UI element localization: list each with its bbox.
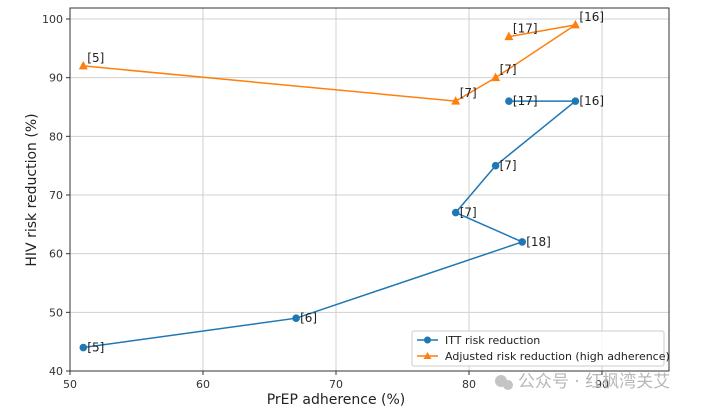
y-tick-label: 70 bbox=[49, 189, 63, 202]
data-point bbox=[78, 60, 88, 70]
series-line-0 bbox=[83, 100, 578, 349]
watermark: 公众号 · 红枫湾关艾 bbox=[495, 372, 670, 392]
data-point bbox=[491, 161, 500, 170]
legend-box bbox=[411, 330, 665, 367]
data-label: [5] bbox=[87, 341, 104, 355]
data-point bbox=[505, 97, 513, 105]
x-axis-label: PrEP adherence (%) bbox=[267, 392, 406, 408]
x-tick-label: 70 bbox=[329, 378, 343, 391]
data-point bbox=[79, 343, 88, 352]
data-point bbox=[451, 96, 461, 105]
series: [5] [6] [18] [7] [7] [16] [17] [5] [7] [7] [16] [17… bbox=[78, 10, 604, 355]
data-point bbox=[491, 72, 501, 82]
watermark-text: 公众号 · 红枫湾关艾 bbox=[518, 372, 670, 392]
plot-frame bbox=[69, 7, 670, 372]
y-tick-label: 50 bbox=[49, 306, 63, 319]
wechat-icon-bubble bbox=[503, 380, 513, 390]
y-tick-label: 60 bbox=[49, 248, 63, 261]
data-label: [5] bbox=[87, 51, 104, 65]
data-point bbox=[292, 314, 300, 323]
data-label: [6] bbox=[300, 311, 317, 325]
data-label: [7] bbox=[500, 159, 517, 173]
legend-adjusted-marker bbox=[423, 352, 432, 359]
data-point bbox=[451, 208, 460, 217]
x-tick-label: 90 bbox=[595, 378, 609, 391]
data-label: [18] bbox=[526, 235, 551, 249]
legend: ITT risk reduction Adjusted risk reducti… bbox=[411, 330, 670, 367]
y-tick-label: 90 bbox=[49, 72, 63, 85]
grid bbox=[70, 8, 669, 371]
x-tick-label: 80 bbox=[462, 378, 476, 391]
data-label: [17] bbox=[513, 22, 538, 36]
data-point bbox=[571, 97, 580, 105]
y-tick-label: 40 bbox=[49, 365, 63, 378]
data-point bbox=[518, 238, 526, 246]
data-label: [7] bbox=[460, 86, 477, 100]
data-label: [7] bbox=[500, 63, 517, 77]
data-point bbox=[504, 31, 514, 41]
x-tick-label: 50 bbox=[63, 378, 77, 391]
data-point bbox=[570, 19, 580, 29]
data-label: [17] bbox=[513, 94, 538, 108]
y-tick-label: 100 bbox=[42, 13, 63, 26]
y-tick-label: 80 bbox=[49, 130, 63, 143]
legend-itt-marker bbox=[424, 336, 431, 344]
data-label: [7] bbox=[460, 206, 477, 220]
x-tick-label: 60 bbox=[196, 378, 210, 391]
legend-adjusted-label: Adjusted risk reduction (high adherence) bbox=[445, 350, 670, 363]
data-label: [16] bbox=[579, 10, 604, 24]
legend-itt-label: ITT risk reduction bbox=[445, 334, 540, 347]
y-axis-label: HIV risk reduction (%) bbox=[24, 113, 40, 266]
data-label: [16] bbox=[579, 94, 604, 108]
